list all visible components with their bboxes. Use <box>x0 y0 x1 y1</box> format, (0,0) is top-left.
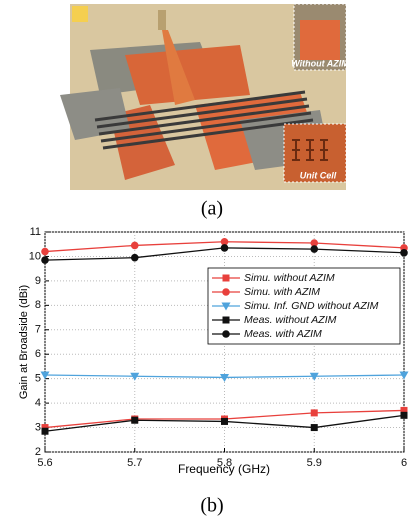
legend-marker <box>222 330 230 338</box>
legend-marker <box>222 316 230 324</box>
marker <box>310 245 319 253</box>
marker <box>310 239 319 247</box>
y-tick-label: 3 <box>35 421 41 433</box>
caption: (b) <box>200 495 223 517</box>
y-tick-label: 5 <box>35 373 41 385</box>
marker <box>400 406 408 414</box>
marker <box>40 371 50 380</box>
y-tick-label: 8 <box>35 299 41 311</box>
y-tick-label: 2 <box>35 446 41 458</box>
marker <box>220 373 229 382</box>
marker <box>400 411 408 419</box>
marker <box>310 409 318 417</box>
marker <box>130 372 140 381</box>
photo: Without AZIM Unit Cell <box>60 3 349 190</box>
legend-marker <box>222 274 230 282</box>
x-tick-label: 6 <box>401 457 407 469</box>
marker <box>41 256 49 264</box>
y-tick-label: 10 <box>29 250 41 262</box>
legend-label: Meas. with AZIM <box>244 328 322 340</box>
inset-label: Without AZIM <box>291 58 349 68</box>
x-tick-label: 5.6 <box>37 457 52 469</box>
x-tick-label: 5.8 <box>217 457 232 469</box>
marker <box>220 244 229 252</box>
marker <box>131 416 139 424</box>
marker <box>130 241 139 250</box>
x-axis-label: Frequency (GHz) <box>178 462 270 476</box>
caption: (a) <box>201 198 223 220</box>
inset-label: Unit Cell <box>300 170 337 180</box>
x-tick-label: 5.7 <box>127 457 142 469</box>
legend-label: Simu. with AZIM <box>244 286 320 298</box>
y-tick-label: 11 <box>30 226 41 238</box>
legend-label: Meas. without AZIM <box>244 314 337 326</box>
marker <box>221 417 228 425</box>
marker <box>309 372 319 381</box>
legend-marker <box>222 288 230 296</box>
marker <box>41 427 49 435</box>
legend-label: Simu. Inf. GND without AZIM <box>244 300 379 312</box>
x-tick-label: 5.9 <box>307 457 322 469</box>
marker <box>399 371 409 380</box>
marker <box>220 237 229 246</box>
legend-label: Simu. without AZIM <box>244 272 335 284</box>
y-axis-label: Gain at Broadside (dBi) <box>18 285 30 399</box>
marker <box>400 248 408 257</box>
y-tick-label: 9 <box>35 275 41 287</box>
y-tick-label: 4 <box>35 397 41 409</box>
legend-marker <box>221 302 231 311</box>
marker <box>41 247 49 256</box>
y-tick-label: 7 <box>35 324 41 336</box>
y-tick-label: 6 <box>35 348 41 360</box>
marker <box>310 424 318 432</box>
marker <box>41 424 49 432</box>
marker <box>130 253 139 262</box>
